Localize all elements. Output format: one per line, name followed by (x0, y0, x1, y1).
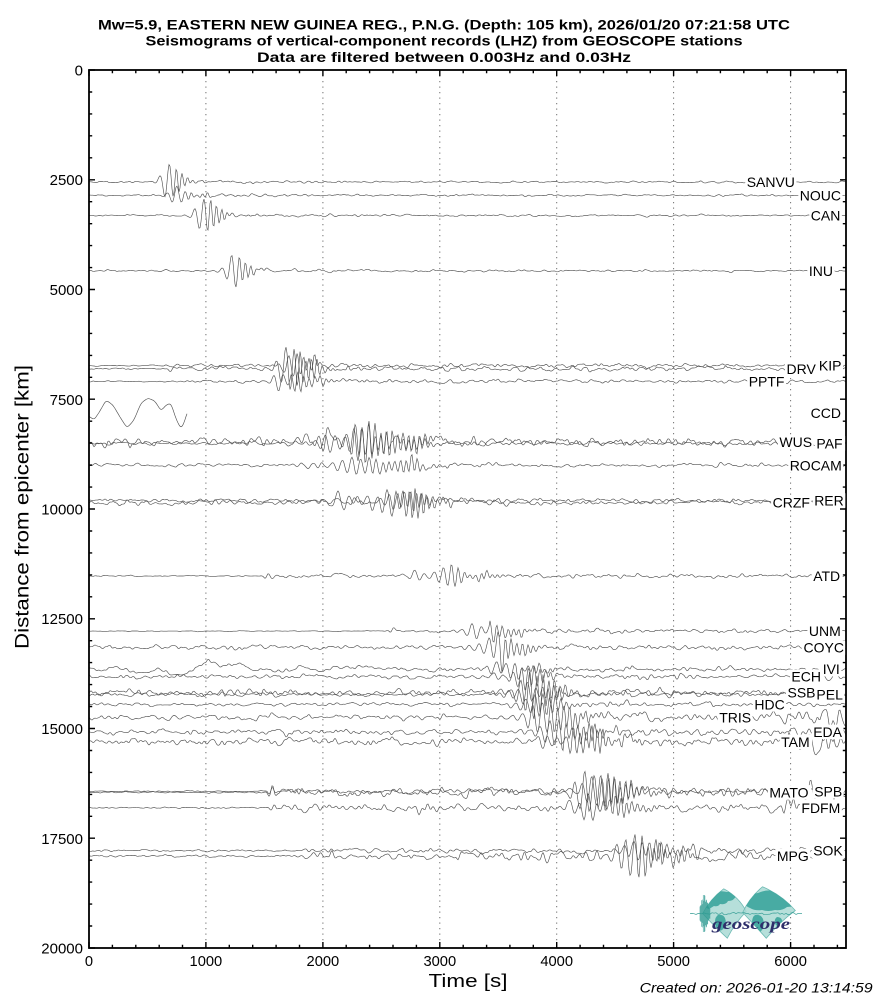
svg-text:geoscope: geoscope (711, 916, 791, 933)
svg-text:SANVU: SANVU (747, 174, 795, 190)
svg-text:12500: 12500 (41, 611, 83, 628)
svg-text:SSB: SSB (788, 685, 816, 701)
svg-text:0: 0 (75, 63, 83, 80)
svg-text:SPB: SPB (814, 783, 842, 799)
svg-text:SOK: SOK (813, 843, 843, 859)
svg-text:15000: 15000 (41, 721, 83, 738)
svg-text:17500: 17500 (41, 831, 83, 848)
svg-text:MPG: MPG (777, 848, 809, 864)
svg-text:DRV: DRV (787, 361, 817, 377)
svg-text:Seismograms of vertical-compon: Seismograms of vertical-component record… (146, 34, 743, 49)
svg-text:ATD: ATD (813, 568, 840, 584)
svg-text:2000: 2000 (307, 954, 340, 970)
svg-text:Created on: 2026-01-20 13:14:5: Created on: 2026-01-20 13:14:59 (640, 981, 874, 996)
svg-text:Data are filtered between 0.00: Data are filtered between 0.003Hz and 0.… (257, 50, 631, 65)
svg-text:MATO: MATO (769, 784, 808, 800)
svg-text:Time [s]: Time [s] (429, 971, 508, 991)
svg-text:IVI: IVI (823, 661, 840, 677)
svg-text:4000: 4000 (540, 954, 573, 970)
svg-text:PEL: PEL (816, 687, 843, 703)
svg-text:2500: 2500 (50, 172, 83, 189)
svg-text:INU: INU (809, 263, 833, 279)
svg-text:COYC: COYC (804, 640, 844, 656)
svg-text:5000: 5000 (657, 954, 690, 970)
svg-text:20000: 20000 (41, 941, 83, 958)
svg-text:ECH: ECH (791, 669, 821, 685)
svg-text:0: 0 (85, 954, 93, 970)
svg-text:5000: 5000 (50, 282, 83, 299)
svg-text:10000: 10000 (41, 502, 83, 519)
svg-text:7500: 7500 (50, 392, 83, 409)
svg-text:Distance from epicenter [km]: Distance from epicenter [km] (13, 365, 34, 649)
svg-text:1000: 1000 (190, 954, 223, 970)
svg-text:WUS: WUS (779, 434, 812, 450)
svg-text:CRZF: CRZF (773, 495, 810, 511)
svg-text:6000: 6000 (774, 954, 807, 970)
svg-text:Mw=5.9, EASTERN NEW GUINEA REG: Mw=5.9, EASTERN NEW GUINEA REG., P.N.G. … (98, 17, 790, 32)
svg-text:KIP: KIP (819, 358, 842, 374)
svg-text:UNM: UNM (809, 623, 841, 639)
svg-text:NOUC: NOUC (800, 187, 841, 203)
svg-text:ROCAM: ROCAM (790, 457, 842, 473)
svg-text:HDC: HDC (754, 696, 784, 712)
svg-text:CCD: CCD (811, 405, 841, 421)
svg-text:EDA: EDA (813, 724, 842, 740)
svg-text:TAM: TAM (781, 734, 810, 750)
svg-text:PAF: PAF (816, 435, 842, 451)
svg-text:RER: RER (814, 493, 844, 509)
svg-text:FDFM: FDFM (801, 800, 840, 816)
svg-text:CAN: CAN (811, 208, 841, 224)
svg-text:TRIS: TRIS (719, 709, 751, 725)
svg-text:3000: 3000 (423, 954, 456, 970)
svg-text:PPTF: PPTF (749, 373, 785, 389)
